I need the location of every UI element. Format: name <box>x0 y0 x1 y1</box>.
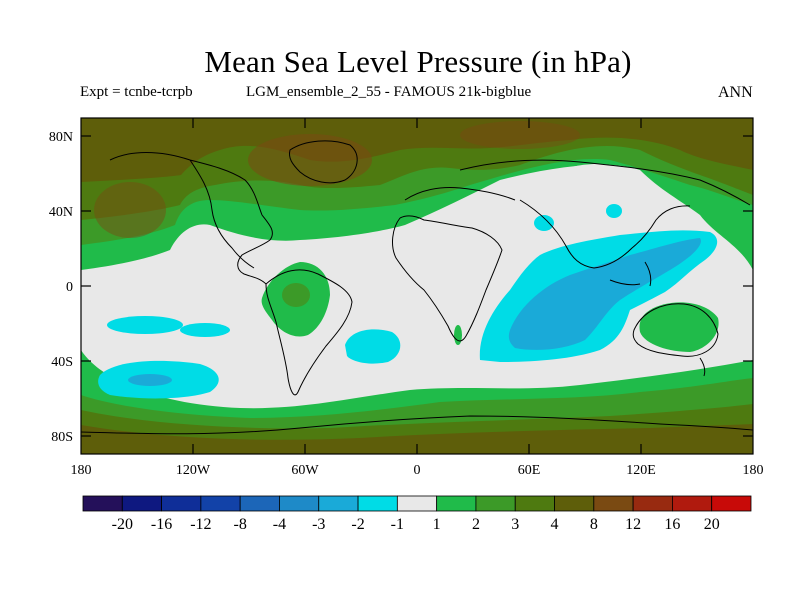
legend-label: 20 <box>704 516 720 533</box>
legend-label: -8 <box>234 516 247 533</box>
experiment-label: Expt = tcnbe-tcrpb <box>80 84 193 100</box>
coast-asia <box>459 159 751 269</box>
legend-label: 16 <box>664 516 680 533</box>
legend-color-box <box>554 495 595 512</box>
field-arctic-brown <box>248 134 372 186</box>
coast-islands <box>609 261 706 377</box>
lon-label: 180 <box>71 463 92 478</box>
lon-label: 60E <box>518 463 541 478</box>
field-samerica-green3 <box>282 283 310 307</box>
legend-color-box <box>396 495 438 512</box>
legend-label: 2 <box>472 516 480 533</box>
legend-colorbar <box>82 495 752 512</box>
legend-color-box <box>200 495 241 512</box>
field-australia-green <box>639 302 719 352</box>
legend-label: -2 <box>351 516 364 533</box>
legend-label: -12 <box>190 516 211 533</box>
legend-label: 4 <box>551 516 559 533</box>
lat-label: 80S <box>51 430 73 445</box>
run-label: LGM_ensemble_2_55 - FAMOUS 21k-bigblue <box>246 84 532 100</box>
longitude-axis <box>192 118 642 454</box>
legend-color-box <box>161 495 202 512</box>
legend-color-box <box>514 495 555 512</box>
lat-label: 0 <box>66 280 73 295</box>
legend-label: 3 <box>511 516 519 533</box>
legend-label: -4 <box>273 516 286 533</box>
field-layer <box>81 118 753 454</box>
field-tropic-cyan <box>534 215 554 231</box>
legend-label: -16 <box>151 516 172 533</box>
legend-color-box <box>239 495 280 512</box>
field-indian-blue <box>508 238 701 350</box>
legend-color-box <box>593 495 634 512</box>
legend-color-box <box>357 495 398 512</box>
latitude-axis <box>81 135 753 437</box>
lon-label: 60W <box>291 463 319 478</box>
legend-color-box <box>82 495 123 512</box>
lon-label: 120W <box>176 463 211 478</box>
legend-color-box <box>279 495 320 512</box>
longitude-labels: 180 120W 60W 0 60E 120E 180 <box>71 463 764 478</box>
legend-color-box <box>672 495 713 512</box>
legend-color-box <box>711 495 752 512</box>
field-spacific-blue <box>128 374 172 386</box>
latitude-labels: 80N 40N 0 40S 80S <box>49 130 73 445</box>
coast-north-america <box>109 152 273 285</box>
legend-label: 1 <box>433 516 441 533</box>
lon-label: 180 <box>743 463 764 478</box>
legend-label: -1 <box>391 516 404 533</box>
field-africa-green <box>454 325 462 345</box>
lon-label: 120E <box>626 463 656 478</box>
legend-label: -3 <box>312 516 325 533</box>
legend-color-box <box>475 495 516 512</box>
coastlines <box>81 140 753 435</box>
field-pacific-cyan <box>107 316 183 334</box>
field-north-8 <box>81 118 753 182</box>
coast-australia <box>632 303 719 357</box>
field-pacific-brown <box>94 182 166 238</box>
legend-labels: -20 -16 -12 -8 -4 -3 -2 -1 1 2 3 4 8 12 16 20 <box>112 516 720 533</box>
field-pacific-cyan2 <box>180 323 230 337</box>
season-label: ANN <box>718 84 753 101</box>
legend-color-box <box>121 495 162 512</box>
field-asia-brown <box>460 121 580 149</box>
field-satlantic-cyan <box>345 329 401 364</box>
legend-label: 8 <box>590 516 598 533</box>
lat-label: 80N <box>49 130 73 145</box>
lat-label: 40N <box>49 205 73 220</box>
lat-label: 40S <box>51 355 73 370</box>
coast-greenland <box>289 140 358 184</box>
coast-antarctica <box>81 415 753 435</box>
legend-label: -20 <box>112 516 133 533</box>
lon-label: 0 <box>414 463 421 478</box>
coast-europe-africa <box>392 187 516 342</box>
field-tropic-cyan2 <box>606 204 622 218</box>
coast-south-america <box>265 269 353 396</box>
chart-title: Mean Sea Level Pressure (in hPa) <box>204 44 632 79</box>
legend-color-box <box>318 495 359 512</box>
legend-color-box <box>632 495 673 512</box>
field-south-8 <box>81 424 753 454</box>
legend-color-box <box>436 495 477 512</box>
legend-label: 12 <box>625 516 641 533</box>
